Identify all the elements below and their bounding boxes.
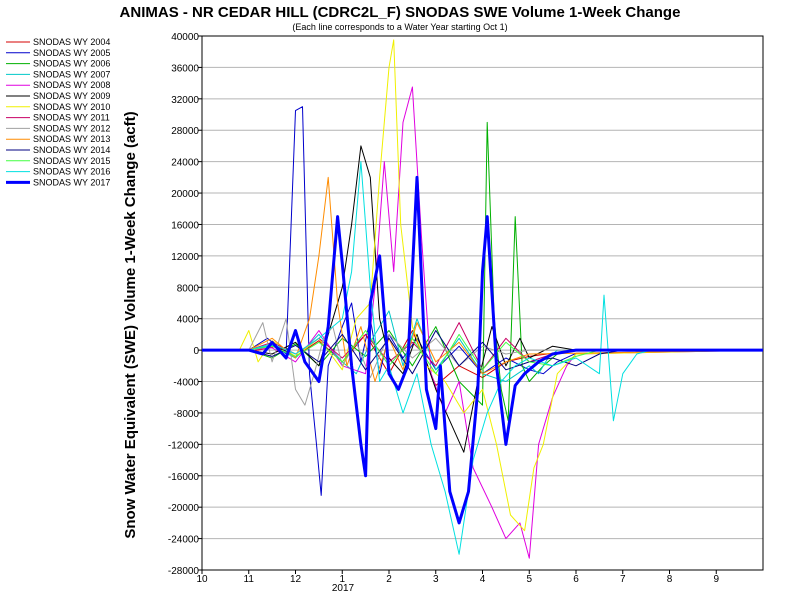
legend-entry: SNODAS WY 2006 [33, 59, 110, 69]
series-line [202, 86, 764, 559]
x-tick-label: 12 [290, 574, 302, 585]
x-tick-label: 5 [526, 574, 532, 585]
legend-entry: SNODAS WY 2014 [33, 145, 110, 155]
x-axis: 10 11 12 1 2 3 4 5 6 7 8 9 [196, 570, 719, 585]
y-axis-label: Snow Water Equivalent (SWE) Volume 1-Wee… [122, 111, 139, 538]
legend-entry: SNODAS WY 2012 [33, 123, 110, 133]
legend-entry: SNODAS WY 2011 [33, 113, 110, 123]
x-tick-label: 6 [573, 574, 579, 585]
x-year-label: 2017 [332, 583, 355, 594]
y-tick-label: 40000 [171, 32, 199, 43]
x-tick-label: 10 [196, 574, 208, 585]
x-tick-label: 1 [339, 574, 345, 585]
y-tick-label: -4000 [173, 378, 199, 389]
x-tick-label: 7 [620, 574, 626, 585]
y-tick-label: 20000 [171, 189, 199, 200]
legend-entry: SNODAS WY 2016 [33, 167, 110, 177]
x-tick-label: 2 [386, 574, 392, 585]
x-tick-label: 3 [433, 574, 439, 585]
legend-entry: SNODAS WY 2009 [33, 91, 110, 101]
y-tick-label: -8000 [173, 409, 199, 420]
series-line [202, 175, 763, 525]
y-tick-label: 24000 [171, 158, 199, 169]
legend-entry: SNODAS WY 2004 [33, 37, 110, 47]
legend-entry: SNODAS WY 2010 [33, 102, 110, 112]
y-tick-label: 16000 [171, 220, 199, 231]
y-tick-label: 0 [193, 346, 199, 357]
y-tick-label: -12000 [168, 440, 200, 451]
y-tick-label: -24000 [168, 535, 200, 546]
y-tick-label: -28000 [168, 566, 200, 577]
series-group [202, 39, 764, 559]
y-tick-label: 28000 [171, 126, 199, 137]
series-line [202, 161, 763, 555]
y-tick-label: 36000 [171, 63, 199, 74]
x-tick-label: 9 [713, 574, 719, 585]
x-tick-label: 11 [244, 574, 255, 585]
y-tick-label: 8000 [177, 283, 200, 294]
legend-entry: SNODAS WY 2005 [33, 48, 110, 58]
x-tick-label: 4 [480, 574, 486, 585]
x-tick-label: 8 [667, 574, 673, 585]
legend-entry: SNODAS WY 2008 [33, 80, 110, 90]
chart-subtitle: (Each line corresponds to a Water Year s… [292, 22, 507, 32]
legend-entry: SNODAS WY 2017 [33, 177, 110, 187]
legend-entry: SNODAS WY 2013 [33, 134, 110, 144]
series-line [202, 330, 763, 375]
legend-entry: SNODAS WY 2007 [33, 69, 110, 79]
y-tick-label: 12000 [171, 252, 199, 263]
y-axis: 4000036000320002800024000200001600012000… [168, 32, 202, 577]
chart-title: ANIMAS - NR CEDAR HILL (CDRC2L_F) SNODAS… [120, 4, 681, 21]
y-tick-label: -16000 [168, 472, 200, 483]
y-tick-label: 32000 [171, 95, 199, 106]
series-line [202, 145, 763, 453]
y-tick-label: -20000 [168, 503, 200, 514]
legend-entry: SNODAS WY 2015 [33, 156, 110, 166]
y-tick-label: 4000 [177, 315, 200, 326]
